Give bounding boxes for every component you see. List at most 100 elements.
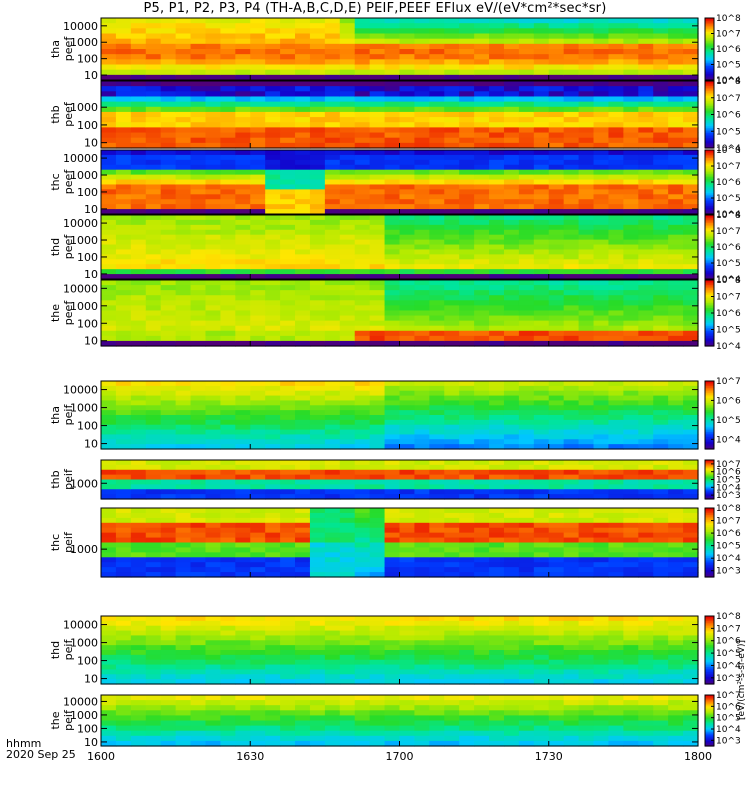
heatmap-cell	[101, 484, 117, 490]
heatmap-cell	[324, 137, 341, 144]
heatmap-cell	[280, 464, 296, 471]
heatmap-cell	[578, 405, 595, 411]
heatmap-cell	[115, 285, 132, 291]
heatmap-cell	[399, 59, 416, 66]
heatmap-cell	[414, 415, 430, 421]
heatmap-cell	[623, 434, 639, 440]
heatmap-cell	[429, 434, 445, 440]
heatmap-cell	[459, 415, 475, 421]
heatmap-cell	[384, 517, 401, 524]
heatmap-cell	[145, 385, 162, 392]
heatmap-cell	[518, 285, 535, 291]
heatmap-cell	[563, 567, 580, 573]
colorbar-segment	[705, 170, 714, 173]
heatmap-cell	[533, 209, 550, 215]
heatmap-cell	[399, 625, 416, 632]
heatmap-cell	[668, 424, 684, 431]
heatmap-cell	[339, 28, 356, 35]
heatmap-cell	[369, 305, 386, 312]
heatmap-cell	[518, 659, 535, 666]
heatmap-cell	[265, 415, 281, 421]
heatmap-cell	[190, 23, 207, 29]
heatmap-cell	[653, 184, 669, 190]
heatmap-cell	[220, 219, 236, 226]
heatmap-cell	[503, 74, 520, 81]
heatmap-cell	[160, 552, 177, 558]
heatmap-cell	[339, 33, 356, 40]
heatmap-cell	[250, 43, 266, 50]
heatmap-cell	[101, 137, 117, 144]
heatmap-cell	[175, 444, 192, 450]
heatmap-cell	[399, 664, 416, 671]
heatmap-cell	[280, 532, 296, 539]
heatmap-cell	[175, 33, 192, 40]
heatmap-cell	[250, 254, 266, 260]
heatmap-cell	[235, 340, 251, 347]
heatmap-cell	[653, 295, 669, 301]
heatmap-cell	[205, 434, 222, 440]
heatmap-cell	[429, 285, 445, 291]
heatmap-cell	[324, 38, 341, 45]
heatmap-cell	[160, 224, 177, 231]
heatmap-cell	[623, 315, 639, 322]
heatmap-cell	[130, 567, 147, 573]
heatmap-cell	[280, 101, 296, 108]
heatmap-cell	[280, 640, 296, 646]
colorbar-tick-label: 10^5	[716, 416, 741, 426]
heatmap-cell	[548, 169, 565, 176]
heatmap-cell	[384, 395, 401, 402]
heatmap-cell	[399, 199, 416, 205]
heatmap-cell	[429, 101, 445, 108]
heatmap-cell	[384, 179, 401, 186]
heatmap-cell	[115, 254, 132, 260]
heatmap-cell	[384, 405, 401, 411]
heatmap-cell	[324, 189, 341, 195]
heatmap-cell	[220, 174, 236, 181]
heatmap-cell	[399, 315, 416, 322]
heatmap-cell	[309, 434, 326, 440]
colorbar-segment	[705, 250, 714, 253]
colorbar-segment	[705, 66, 714, 69]
heatmap-cell	[578, 169, 595, 176]
heatmap-cell	[563, 424, 580, 431]
heatmap-cell	[503, 122, 520, 128]
heatmap-cell	[265, 111, 281, 118]
heatmap-cell	[489, 159, 505, 166]
heatmap-cell	[489, 23, 505, 29]
heatmap-cell	[205, 479, 222, 485]
heatmap-cell	[280, 215, 296, 221]
heatmap-cell	[668, 429, 684, 436]
heatmap-cell	[324, 269, 341, 275]
heatmap-cell	[578, 300, 595, 306]
heatmap-cell	[578, 229, 595, 236]
heatmap-cell	[444, 164, 460, 171]
heatmap-cell	[444, 219, 460, 226]
heatmap-cell	[414, 305, 430, 312]
heatmap-cell	[608, 320, 624, 327]
heatmap-cell	[414, 117, 430, 123]
heatmap-cell	[578, 96, 595, 103]
heatmap-cell	[339, 310, 356, 317]
heatmap-cell	[160, 259, 177, 265]
heatmap-cell	[623, 169, 639, 176]
colorbar-segment	[705, 392, 714, 396]
heatmap-cell	[369, 395, 386, 402]
heatmap-cell	[503, 552, 520, 558]
heatmap-cell	[653, 154, 669, 161]
heatmap-cell	[399, 184, 416, 190]
heatmap-cell	[489, 508, 505, 514]
heatmap-cell	[280, 522, 296, 529]
heatmap-cell	[518, 464, 535, 471]
heatmap-cell	[489, 464, 505, 471]
heatmap-cell	[145, 264, 162, 270]
heatmap-cell	[653, 542, 669, 549]
heatmap-cell	[668, 552, 684, 558]
heatmap-cell	[399, 43, 416, 50]
heatmap-cell	[414, 122, 430, 128]
heatmap-cell	[339, 494, 356, 500]
heatmap-cell	[309, 59, 326, 66]
heatmap-cell	[414, 439, 430, 445]
heatmap-cell	[339, 38, 356, 45]
heatmap-cell	[295, 189, 311, 195]
heatmap-cell	[593, 43, 610, 50]
